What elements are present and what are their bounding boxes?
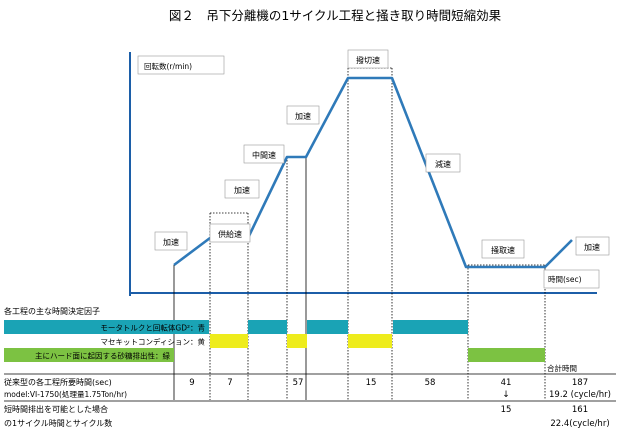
phase-label: 加速 (224, 179, 260, 199)
svg-text:供給速: 供給速 (218, 229, 242, 239)
factor-bar-blue (4, 320, 209, 334)
svg-text:加速: 加速 (584, 242, 600, 252)
table-cell: 22.4(cycle/hr) (550, 419, 609, 429)
row-label: の1サイクル時間とサイクル数 (4, 418, 112, 428)
total-time-label: 合計時間 (547, 363, 577, 373)
factor-bar-green (468, 348, 545, 362)
table-cell: 58 (425, 378, 436, 388)
phase-label: 中間速 (243, 144, 285, 164)
factor-bar-green (4, 348, 174, 362)
table-cell: 41 (501, 378, 512, 388)
phase-label: 加速 (286, 105, 320, 125)
ylabel-box: 回転数(r/min) (137, 55, 225, 75)
row-label: 短時間排出を可能とした場合 (4, 404, 108, 414)
svg-text:加速: 加速 (234, 185, 250, 195)
table-cell: 161 (572, 405, 588, 415)
table-cell: 187 (572, 378, 588, 388)
factor-bar-blue (248, 320, 287, 334)
factor-bar-yellow (348, 334, 392, 348)
x-axis-label: 時間(sec) (548, 275, 582, 284)
factor-label: 主にハード面に起因する砂糖排出性：緑 (35, 351, 170, 361)
phase-label: 掻取速 (481, 239, 525, 259)
factors-heading: 各工程の主な時間決定因子 (4, 306, 100, 316)
phase-label: 撥切速 (347, 49, 389, 69)
xlabel-box: 時間(sec) (543, 269, 600, 289)
diagram-title: 図２ 吊下分離機の1サイクル工程と掻き取り時間短縮効果 (169, 8, 502, 23)
phase-label: 供給速 (209, 223, 251, 243)
factor-label: モータトルクと回転体GD²：青 (100, 323, 205, 333)
svg-text:減速: 減速 (435, 159, 451, 169)
plateau-markers (210, 67, 545, 266)
arrow-down-icon: ↓ (502, 390, 510, 400)
table-cell: 7 (227, 378, 232, 388)
factor-label: マセキットコンディション：黄 (101, 337, 206, 347)
y-axis-label: 回転数(r/min) (144, 61, 192, 71)
svg-text:加速: 加速 (163, 237, 179, 247)
svg-text:撥切速: 撥切速 (356, 55, 380, 65)
svg-text:加速: 加速 (295, 111, 311, 121)
phase-label: 加速 (575, 236, 610, 256)
factor-bar-yellow (210, 334, 248, 348)
factor-bar-blue (307, 320, 348, 334)
table-cell: 15 (501, 405, 512, 415)
table-cell: 19.2 (cycle/hr) (549, 390, 611, 400)
table-cell: 9 (189, 378, 194, 388)
table-cell: 57 (293, 378, 304, 388)
phase-label: 減速 (425, 153, 461, 173)
factor-bar-yellow (287, 334, 307, 348)
svg-text:中間速: 中間速 (252, 150, 276, 160)
phase-label: 加速 (154, 231, 188, 251)
row-label: model:VI-1750(処理量1.75Ton/hr) (4, 389, 127, 399)
svg-text:掻取速: 掻取速 (491, 245, 515, 255)
table-cell: 15 (366, 378, 377, 388)
row-label: 従来型の各工程所要時間(sec) (4, 377, 112, 387)
factor-bar-blue (393, 320, 468, 334)
